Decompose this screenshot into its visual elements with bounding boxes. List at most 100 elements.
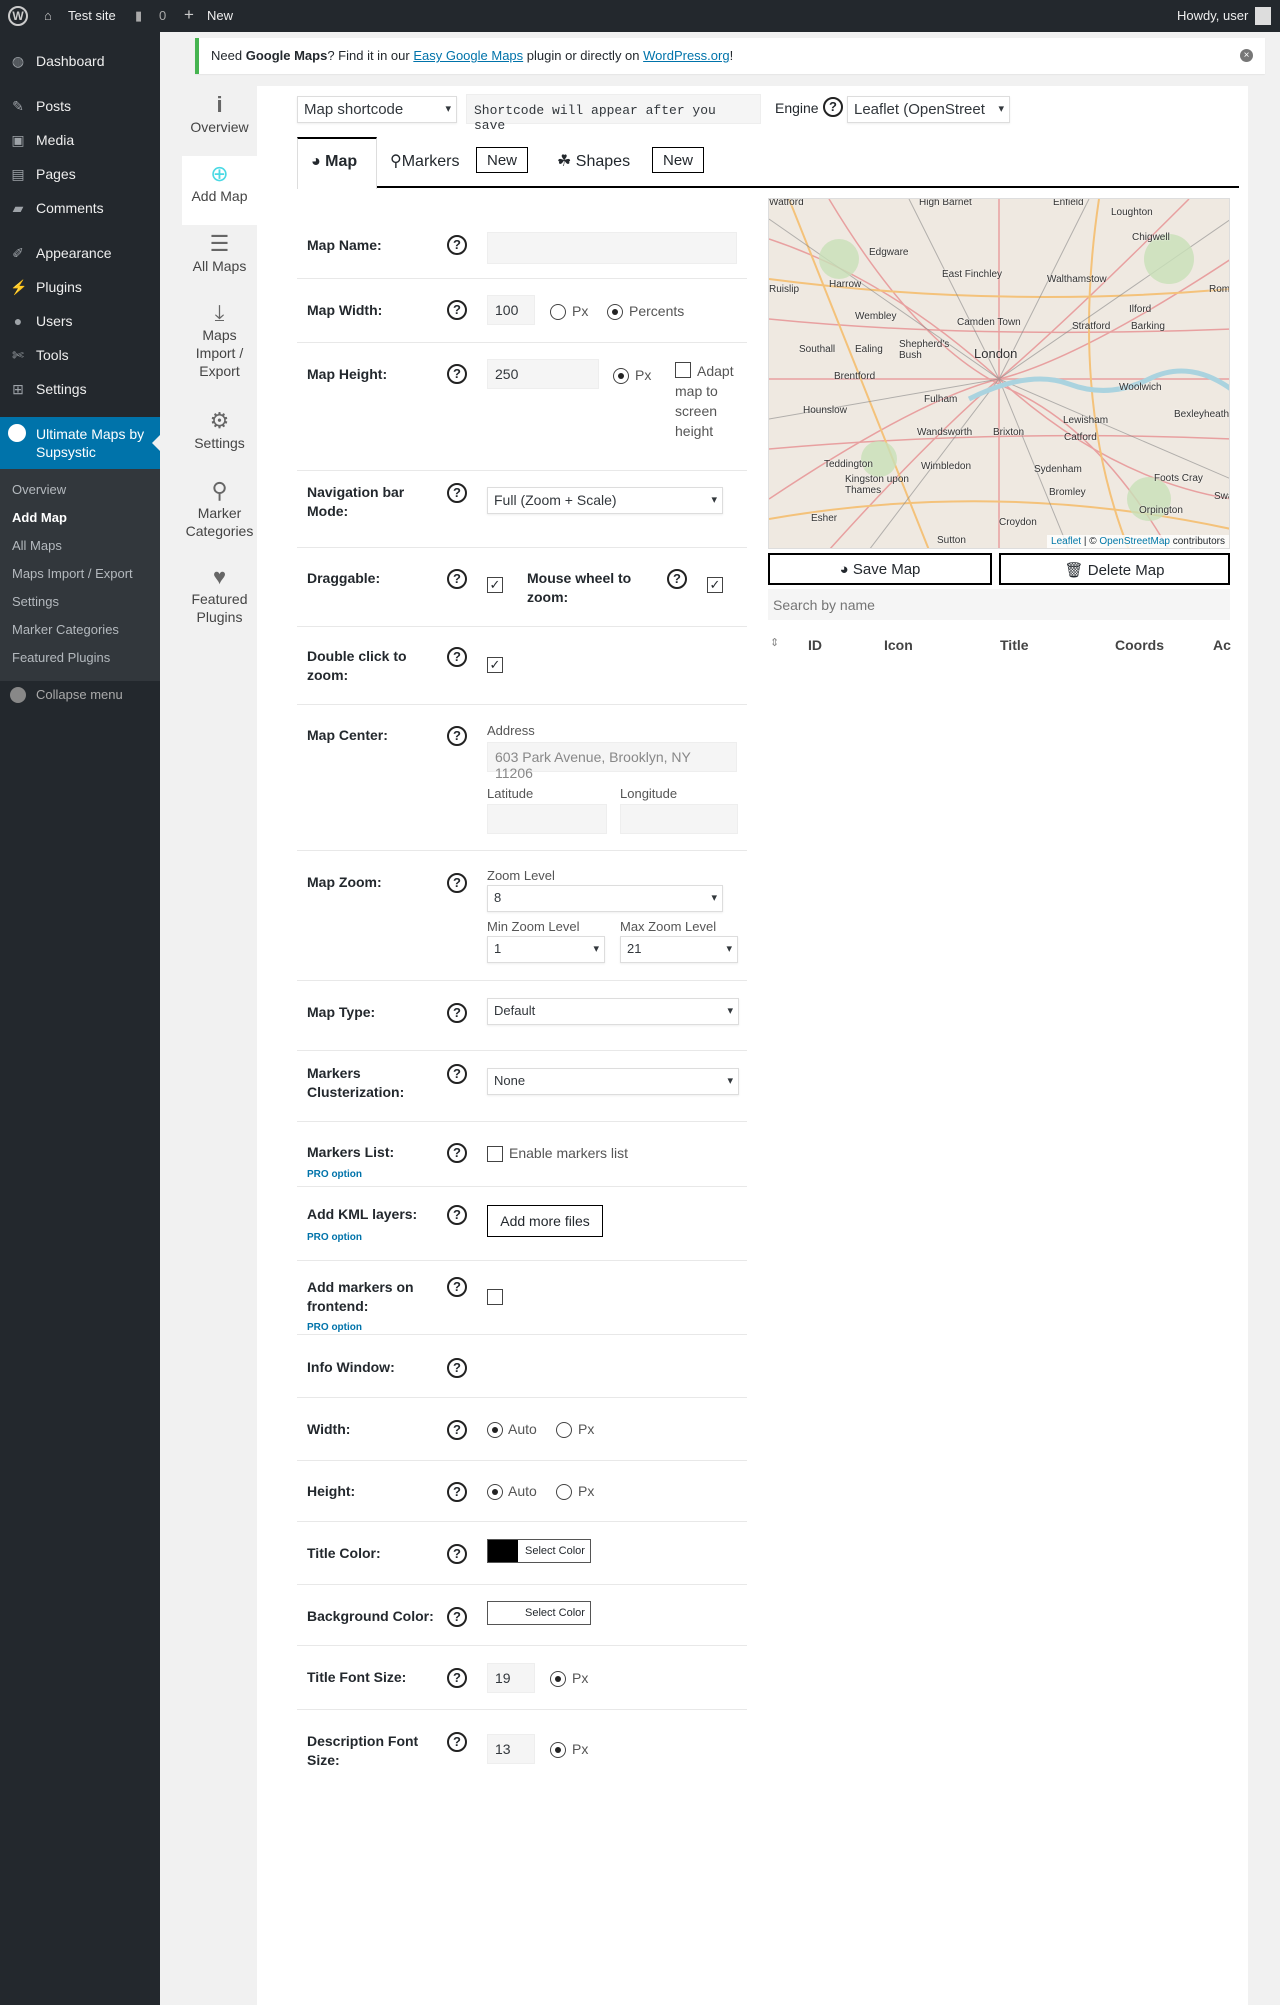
map-name-input[interactable]	[487, 232, 737, 264]
pnav-featured-plugins[interactable]: ♥ Featured Plugins	[182, 566, 257, 626]
map-preview[interactable]: Watford High Barnet Enfield Loughton Chigwel…	[768, 198, 1230, 549]
osm-link[interactable]: OpenStreetMap	[1099, 536, 1170, 547]
add-more-files-button[interactable]: Add more files	[487, 1205, 603, 1237]
help-icon[interactable]: ?	[447, 1732, 467, 1752]
help-icon[interactable]: ?	[447, 873, 467, 893]
submenu-import-export[interactable]: Maps Import / Export	[12, 566, 133, 581]
max-zoom-select[interactable]: 21	[620, 936, 738, 963]
col-actions[interactable]: Ac	[1213, 637, 1231, 653]
help-icon[interactable]: ?	[447, 1003, 467, 1023]
zoom-level-select[interactable]: 8	[487, 885, 723, 912]
draggable-checkbox[interactable]: ✓	[487, 577, 503, 593]
title-size-px-radio[interactable]	[550, 1671, 566, 1687]
help-icon[interactable]: ?	[447, 647, 467, 667]
desc-size-px-radio[interactable]	[550, 1742, 566, 1758]
help-icon[interactable]: ?	[447, 1482, 467, 1502]
col-coords[interactable]: Coords	[1115, 637, 1164, 653]
menu-posts[interactable]: ✎ Posts	[0, 89, 160, 123]
iw-height-auto-radio[interactable]	[487, 1484, 503, 1500]
menu-plugins[interactable]: ⚡ Plugins	[10, 279, 82, 295]
howdy-user[interactable]: Howdy, user	[1177, 8, 1249, 23]
latitude-input[interactable]	[487, 804, 607, 834]
markers-list-checkbox[interactable]	[487, 1146, 503, 1162]
site-link[interactable]: Test site	[68, 8, 116, 23]
menu-comments[interactable]: ▰ Comments	[0, 191, 160, 225]
bg-color-picker[interactable]: Select Color	[487, 1601, 591, 1625]
help-icon[interactable]: ?	[447, 726, 467, 746]
col-icon[interactable]: Icon	[884, 637, 913, 653]
comments-count[interactable]: 0	[159, 8, 167, 23]
iw-height-px-radio[interactable]	[556, 1484, 572, 1500]
easy-google-maps-link[interactable]: Easy Google Maps	[413, 48, 524, 63]
pro-option-link[interactable]: PRO option	[307, 1322, 362, 1333]
help-icon[interactable]: ?	[447, 1607, 467, 1627]
width-percents-radio[interactable]	[607, 304, 623, 320]
dismiss-icon[interactable]: ×	[1240, 49, 1253, 62]
help-icon[interactable]: ?	[447, 1143, 467, 1163]
collapse-menu[interactable]: Collapse menu	[0, 684, 160, 708]
tab-map[interactable]: ◕ Map	[297, 137, 377, 189]
pnav-settings[interactable]: ⚙ Settings	[182, 410, 257, 452]
pnav-overview[interactable]: i Overview	[182, 94, 257, 136]
width-px-radio[interactable]	[550, 304, 566, 320]
submenu-settings[interactable]: Settings	[12, 594, 59, 609]
nav-mode-select[interactable]: Full (Zoom + Scale)	[487, 487, 723, 514]
min-zoom-select[interactable]: 1	[487, 936, 605, 963]
engine-help-icon[interactable]: ?	[823, 97, 843, 117]
delete-map-button[interactable]: 🗑 Delete Map	[999, 553, 1230, 585]
desc-font-size-input[interactable]: 13	[487, 1734, 535, 1764]
shortcode-field[interactable]: Shortcode will appear after you save	[466, 94, 761, 133]
help-icon[interactable]: ?	[447, 1668, 467, 1688]
submenu-featured-plugins[interactable]: Featured Plugins	[12, 650, 111, 665]
pnav-all-maps[interactable]: ☰ All Maps	[182, 233, 257, 275]
col-title[interactable]: Title	[1000, 637, 1029, 653]
tab-shapes[interactable]: ☘ Shapes	[557, 153, 631, 170]
clusterization-select[interactable]: None	[487, 1068, 739, 1095]
help-icon[interactable]: ?	[447, 364, 467, 384]
help-icon[interactable]: ?	[447, 569, 467, 589]
mousewheel-checkbox[interactable]: ✓	[707, 577, 723, 593]
wordpress-logo-icon[interactable]: W	[8, 6, 28, 26]
marker-search-input[interactable]	[768, 589, 1230, 620]
map-width-input[interactable]: 100	[487, 295, 535, 325]
map-height-input[interactable]: 250	[487, 359, 599, 389]
sort-icon[interactable]: ⇕	[770, 637, 780, 649]
longitude-input[interactable]	[620, 804, 738, 834]
new-link[interactable]: New	[207, 8, 234, 23]
help-icon[interactable]: ?	[447, 300, 467, 320]
map-type-select[interactable]: Default	[487, 998, 739, 1025]
help-icon[interactable]: ?	[447, 1277, 467, 1297]
frontend-markers-checkbox[interactable]	[487, 1289, 503, 1305]
new-shape-button[interactable]: New	[652, 147, 704, 173]
engine-select[interactable]: Leaflet (OpenStreet	[847, 96, 1010, 123]
menu-tools[interactable]: ✄ Tools	[0, 338, 160, 372]
new-marker-button[interactable]: New	[476, 147, 528, 173]
help-icon[interactable]: ?	[447, 1205, 467, 1225]
pnav-add-map[interactable]: ⊕ Add Map	[182, 156, 257, 225]
help-icon[interactable]: ?	[447, 483, 467, 503]
shortcode-select[interactable]: Map shortcode	[297, 96, 457, 123]
help-icon[interactable]: ?	[447, 1358, 467, 1378]
iw-width-auto-radio[interactable]	[487, 1422, 503, 1438]
submenu-add-map[interactable]: Add Map	[12, 510, 67, 525]
menu-users[interactable]: ● Users	[0, 304, 160, 338]
tab-markers[interactable]: ⚲Markers	[390, 153, 460, 170]
title-font-size-input[interactable]: 19	[487, 1663, 535, 1693]
pro-option-link[interactable]: PRO option	[307, 1232, 362, 1243]
menu-appearance[interactable]: ✐ Appearance	[0, 236, 160, 270]
submenu-all-maps[interactable]: All Maps	[12, 538, 62, 553]
wordpress-org-link[interactable]: WordPress.org	[643, 48, 730, 63]
submenu-overview[interactable]: Overview	[12, 482, 67, 497]
help-icon[interactable]: ?	[447, 235, 467, 255]
pnav-marker-categories[interactable]: ⚲ Marker Categories	[182, 480, 257, 540]
title-color-picker[interactable]: Select Color	[487, 1539, 591, 1563]
iw-width-px-radio[interactable]	[556, 1422, 572, 1438]
avatar[interactable]	[1255, 7, 1271, 25]
menu-pages[interactable]: ▤ Pages	[11, 166, 76, 182]
help-icon[interactable]: ?	[447, 1544, 467, 1564]
menu-dashboard[interactable]: ◍ Dashboard	[11, 53, 105, 69]
pnav-import-export[interactable]: ⤓ Maps Import / Export	[182, 302, 257, 380]
menu-media[interactable]: ▣ Media	[11, 132, 75, 148]
dblclick-checkbox[interactable]: ✓	[487, 657, 503, 673]
menu-ultimate-maps[interactable]: Ultimate Maps by Supsystic	[0, 417, 160, 469]
